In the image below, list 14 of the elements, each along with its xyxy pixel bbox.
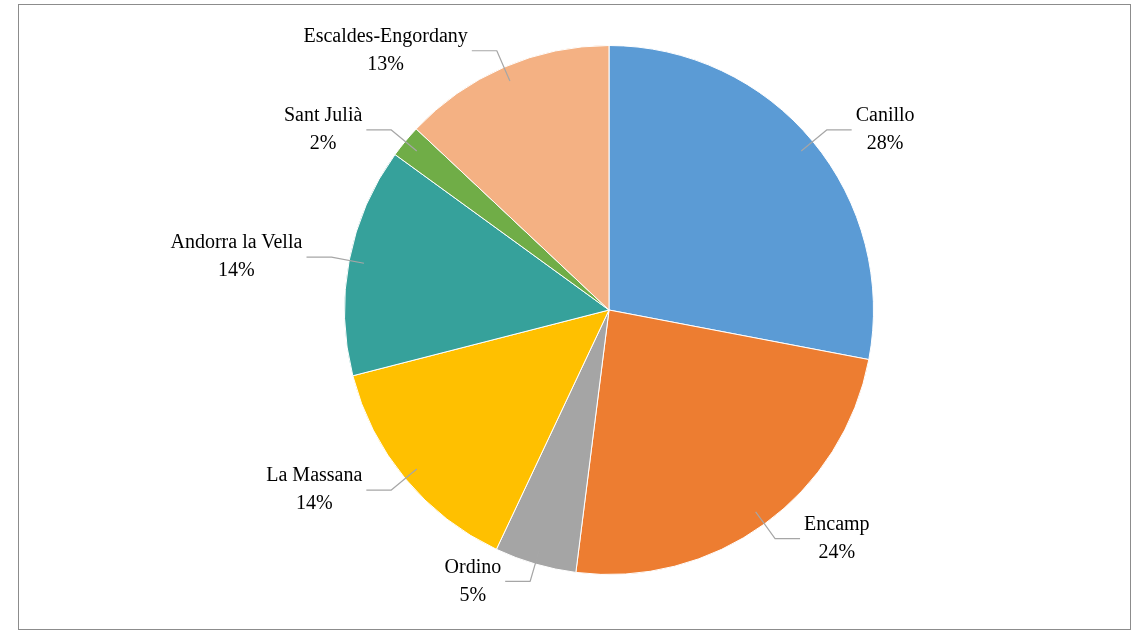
slice-label: Andorra la Vella bbox=[170, 230, 303, 253]
slice-label: Sant Julià bbox=[283, 103, 363, 126]
slice-label: Canillo bbox=[855, 103, 915, 126]
slice-label: La Massana bbox=[266, 463, 363, 486]
slice-label: Escaldes-Engordany bbox=[303, 23, 468, 47]
data-label: 14% bbox=[295, 491, 333, 514]
data-label: 5% bbox=[459, 582, 487, 605]
data-label: 28% bbox=[866, 131, 904, 154]
data-label: 2% bbox=[309, 131, 337, 154]
data-label: 14% bbox=[218, 258, 255, 281]
data-label: 24% bbox=[818, 539, 856, 562]
slice-label: Ordino bbox=[444, 554, 502, 577]
data-label: 13% bbox=[367, 51, 404, 74]
slice-label: Encamp bbox=[804, 511, 870, 535]
